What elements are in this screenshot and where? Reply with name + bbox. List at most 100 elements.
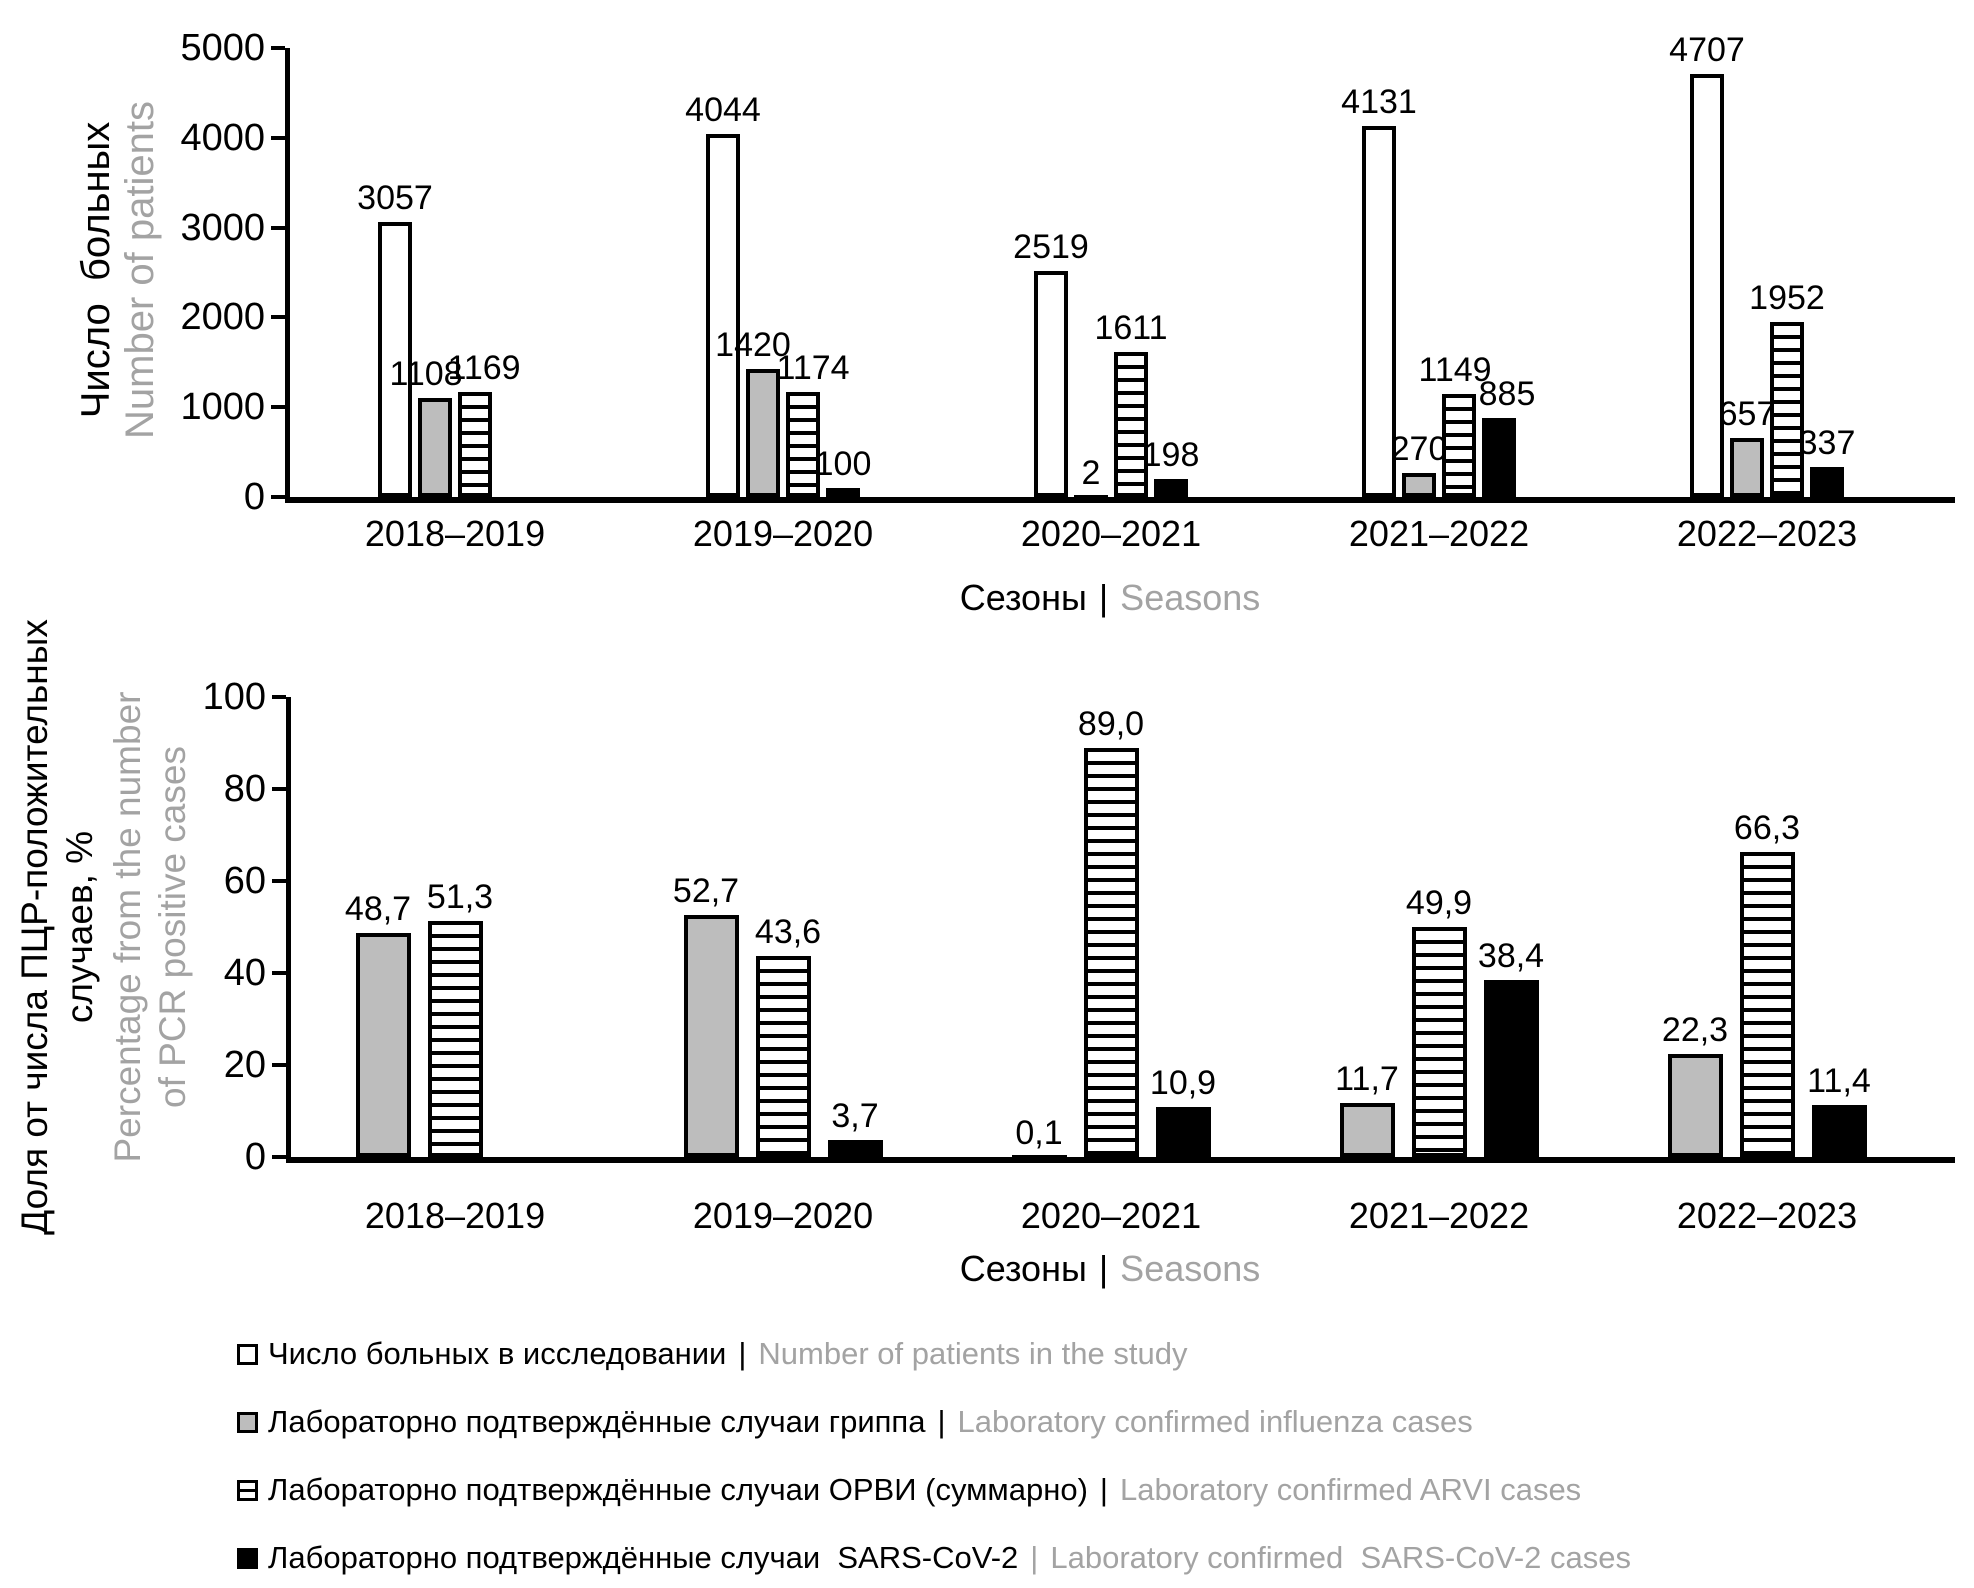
bar-value-label: 3,7 [831, 1096, 879, 1135]
y-tick-label: 5000 [180, 27, 265, 69]
legend-marker-black [237, 1547, 258, 1569]
y-tick-mark [271, 135, 285, 140]
bar-value-label: 2519 [1013, 227, 1089, 266]
legend-label-en: Laboratory confirmed SARS-CoV-2 cases [1050, 1540, 1632, 1575]
bar-value-label: 11,7 [1335, 1060, 1399, 1099]
y-tick-mark [272, 1063, 286, 1067]
x-axis-title-en: Seasons [1120, 1248, 1261, 1289]
y-tick-label: 60 [223, 860, 266, 902]
legend-label-en: Laboratory confirmed influenza cases [957, 1404, 1473, 1439]
legend-item: Лабораторно подтверждённые случаи гриппа… [237, 1406, 1473, 1438]
bar-value-label: 52,7 [672, 871, 740, 910]
bar-value-label: 0,1 [1015, 1113, 1063, 1152]
bar-value-label: 43,6 [754, 913, 822, 952]
bar-striped [1739, 852, 1795, 1157]
separator: | [1098, 1248, 1109, 1289]
x-axis-line [285, 497, 1955, 503]
bar-white [378, 222, 412, 497]
y-tick-mark [272, 971, 286, 975]
y-tick-label: 4000 [180, 116, 265, 159]
bar-chart-pcr-percentage: 0 20 40 60 80 100 48,7 52,7 0,1 11,7 22,3 51,3 43,6 8… [12, 547, 1955, 1307]
bar-striped [1114, 352, 1148, 497]
x-axis-title: Сезоны | Seasons [960, 1248, 1261, 1290]
y-axis-line [286, 697, 291, 1161]
bar-value-label: 4131 [1341, 83, 1417, 122]
bar-gray [355, 932, 411, 1157]
separator: | [1098, 577, 1109, 618]
y-tick-label: 1000 [180, 386, 265, 429]
legend-marker-stripe [240, 1488, 255, 1492]
bar-value-label: 1952 [1749, 278, 1825, 317]
legend-item: Число больных в исследовании | Number of p… [237, 1338, 1187, 1370]
y-tick-label: 2000 [180, 296, 265, 339]
x-axis-title: Сезоны | Seasons [960, 577, 1261, 619]
legend-label-en: Number of patients in the study [758, 1336, 1188, 1371]
legend-marker-white [237, 1343, 258, 1365]
bar-value-label: 657 [1718, 395, 1776, 433]
bar-black [1810, 466, 1844, 497]
bar-value-label: 1174 [776, 348, 850, 387]
bar-striped [1083, 747, 1139, 1157]
bar-chart-number-of-patients: 0 1000 2000 3000 4000 5000 3057 4044 2519 4131 470… [0, 0, 1974, 660]
bar-black [1154, 479, 1188, 497]
y-tick-mark [271, 405, 285, 410]
bar-value-label: 48,7 [344, 889, 412, 928]
legend-marker-gray [237, 1411, 258, 1433]
y-tick-mark [271, 495, 285, 499]
bar-value-label: 270 [1390, 429, 1448, 468]
x-axis-title-ru: Сезоны [959, 1248, 1087, 1289]
bar-black [1811, 1104, 1867, 1157]
bar-value-label: 49,9 [1405, 884, 1473, 923]
legend-label-ru: Лабораторно подтверждённые случаи гриппа [268, 1404, 926, 1439]
x-axis-title-ru: Сезоны [959, 577, 1087, 618]
bar-value-label: 3057 [357, 179, 433, 218]
bar-black [827, 1139, 883, 1157]
bar-value-label: 51,3 [426, 878, 494, 917]
bar-gray [1074, 495, 1108, 497]
y-tick-mark [272, 879, 286, 883]
bar-value-label: 198 [1142, 436, 1200, 475]
legend-label-ru: Число больных в исследовании [268, 1336, 727, 1371]
bar-value-label: 1149 [1418, 350, 1492, 389]
y-tick-mark [272, 787, 286, 791]
y-axis-title-en: Percentage from the number of PCR positiv… [105, 547, 195, 1307]
bar-striped [458, 392, 492, 497]
legend-label-en: Laboratory confirmed ARVI cases [1119, 1472, 1582, 1507]
bar-striped [1411, 927, 1467, 1157]
bar-gray [1011, 1155, 1067, 1157]
bar-value-label: 22,3 [1661, 1011, 1729, 1050]
y-tick-mark [271, 315, 285, 320]
bar-gray [746, 369, 780, 497]
y-tick-mark [271, 225, 285, 230]
legend-marker-striped [237, 1479, 258, 1501]
y-axis-title-line: случаев, % [59, 830, 100, 1024]
x-tick-label: 2021–2022 [1348, 513, 1530, 554]
bar-gray [1667, 1054, 1723, 1157]
bar-black [1482, 417, 1516, 497]
legend-label-ru: Лабораторно подтверждённые случаи ОРВИ (… [268, 1472, 1088, 1507]
bar-value-label: 11,4 [1807, 1061, 1871, 1100]
x-tick-label: 2018–2019 [364, 1195, 546, 1236]
bar-value-label: 885 [1478, 374, 1536, 413]
y-tick-label: 100 [202, 676, 266, 718]
y-axis-title-line: Percentage from the number [107, 691, 148, 1163]
bar-value-label: 337 [1798, 423, 1856, 462]
separator: | [1030, 1540, 1039, 1575]
separator: | [1099, 1472, 1108, 1507]
legend-item: Лабораторно подтверждённые случаи ОРВИ (… [237, 1474, 1581, 1506]
y-axis-title-ru: Доля от числа ПЦР-положительных случаев, … [12, 547, 102, 1307]
y-tick-label: 3000 [180, 206, 265, 249]
y-tick-mark [272, 1155, 286, 1159]
bar-value-label: 1169 [447, 349, 521, 388]
bar-striped [1770, 321, 1804, 497]
bar-value-label: 38,4 [1477, 937, 1545, 976]
x-axis-line [286, 1157, 1955, 1163]
bar-value-label: 2 [1081, 453, 1101, 492]
bar-value-label: 1611 [1094, 309, 1168, 348]
x-tick-label: 2019–2020 [692, 513, 874, 554]
bar-white [706, 133, 740, 497]
x-tick-label: 2018–2019 [364, 513, 546, 554]
bar-value-label: 66,3 [1733, 809, 1801, 848]
legend-label-ru: Лабораторно подтверждённые случаи SARS-C… [268, 1540, 1019, 1575]
